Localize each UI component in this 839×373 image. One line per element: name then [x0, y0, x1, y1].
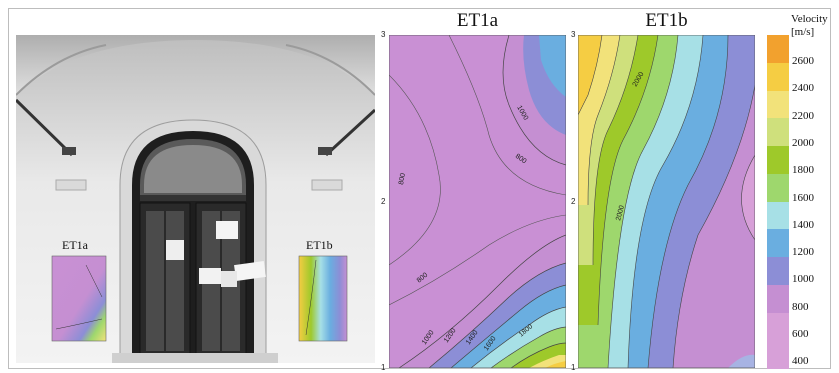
legend-value-label: 1600	[792, 191, 814, 204]
legend-value-label: 2200	[792, 109, 814, 122]
color-scale-segment	[767, 90, 789, 119]
legend-unit: [m/s]	[791, 26, 815, 38]
color-scale-segment	[767, 284, 789, 313]
map-b-ytick-1: 1	[571, 363, 576, 372]
map-a-ytick-1: 1	[381, 363, 386, 372]
contour-map-et1a: 1000 800 800 800 1000 1200 1400 1600 180…	[389, 35, 566, 368]
color-scale-bar	[767, 35, 789, 369]
legend-value-label: 1800	[792, 164, 814, 177]
color-scale-segment	[767, 146, 789, 175]
photo-label-left: ET1a	[62, 238, 89, 252]
legend-value-label: 2600	[792, 55, 814, 67]
color-scale-segment	[767, 35, 789, 64]
color-scale-segment	[767, 201, 789, 230]
legend-value-label: 1200	[792, 246, 814, 259]
legend-value-label: 600	[792, 328, 809, 340]
color-scale-segment	[767, 173, 789, 202]
legend-title-text: Velocity	[791, 13, 828, 25]
map-a-ytick-3: 3	[381, 30, 386, 39]
color-scale-segment	[767, 312, 789, 341]
legend-value-label: 1000	[792, 273, 814, 286]
contour-label: 2000	[615, 205, 626, 222]
legend-value-label: 400	[792, 355, 809, 368]
color-scale-segment	[767, 257, 789, 286]
map-title-et1a: ET1a	[456, 10, 499, 31]
color-scale-segment	[767, 62, 789, 91]
legend-value-label: 2400	[792, 82, 814, 95]
legend-value-label: 800	[792, 300, 809, 313]
legend-value-label: 1400	[792, 218, 814, 231]
color-scale-segment	[767, 118, 789, 147]
map-a-ytick-2: 2	[381, 197, 386, 206]
legend-value-label: 2000	[792, 136, 814, 149]
legend-title: Velocity [m/s]	[791, 13, 828, 39]
color-scale-segment	[767, 340, 789, 369]
photo-label-right: ET1b	[306, 238, 333, 252]
contour-label: 800	[398, 173, 407, 186]
map-b-ytick-3: 3	[571, 30, 576, 39]
contour-map-et1b: 2000 2000	[578, 35, 755, 368]
map-title-et1b: ET1b	[645, 10, 688, 31]
color-scale-segment	[767, 229, 789, 258]
map-b-ytick-2: 2	[571, 197, 576, 206]
facade-photo: ET1a ET1b	[16, 35, 375, 363]
